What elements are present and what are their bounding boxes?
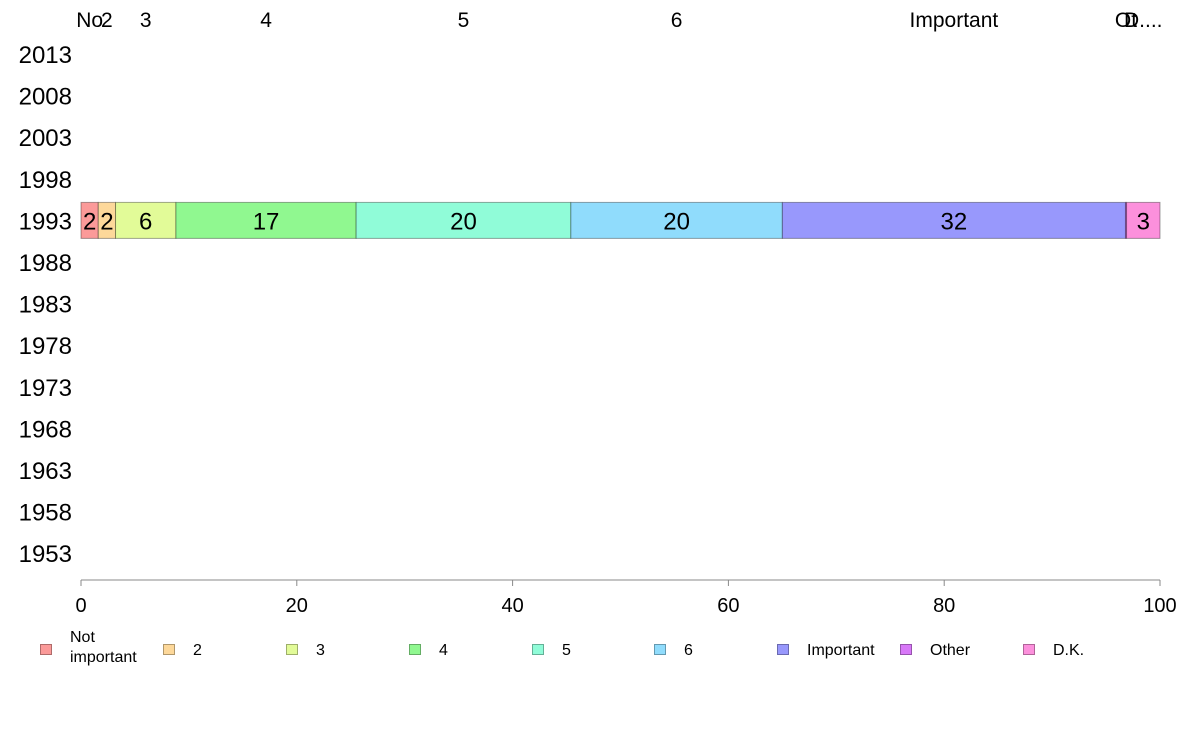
legend-swatch bbox=[900, 644, 912, 655]
legend-swatch bbox=[409, 644, 421, 655]
year-label: 1983 bbox=[19, 292, 72, 319]
year-label: 1968 bbox=[19, 416, 72, 443]
year-axis-labels: 2013 2008 2003 1998 1993 1988 1983 1978 1973 1968… bbox=[19, 42, 72, 568]
category-header-label: 5 bbox=[458, 9, 470, 32]
bar-value-label: 20 bbox=[663, 208, 690, 235]
bars: 2 2 6 17 20 20 32 3 bbox=[80, 201, 1161, 239]
legend-label: 2 bbox=[193, 642, 202, 659]
category-header-label: Ot bbox=[1115, 9, 1137, 32]
bar-segment bbox=[570, 201, 783, 239]
category-header-label: 3 bbox=[140, 9, 152, 32]
bar-value-label: 2 bbox=[100, 208, 113, 235]
category-header-label: D.... bbox=[1124, 9, 1163, 32]
legend-swatch bbox=[532, 644, 544, 655]
category-header-label: 6 bbox=[671, 9, 683, 32]
stacked-bar-chart: No2 3 4 5 6 Important OtD.... 2013200820031998… bbox=[19, 9, 1177, 617]
x-tick-label: 20 bbox=[286, 595, 308, 617]
year-label: 1993 bbox=[19, 208, 72, 235]
x-tick-label: 40 bbox=[501, 595, 523, 617]
year-label: 1998 bbox=[19, 167, 72, 194]
year-label: 2003 bbox=[19, 125, 72, 152]
legend-swatch bbox=[163, 644, 175, 655]
bar-segment bbox=[175, 201, 357, 239]
bar-segment bbox=[1126, 201, 1161, 239]
category-header-labels: No2 3 4 5 6 Important OtD.... bbox=[76, 9, 1162, 32]
bar-segment bbox=[355, 201, 572, 239]
year-label: 1963 bbox=[19, 458, 72, 485]
category-header-label: 4 bbox=[260, 9, 272, 32]
x-tick-label: 100 bbox=[1143, 595, 1176, 617]
category-header-label: No bbox=[76, 9, 103, 32]
legend-label: Important bbox=[807, 642, 875, 659]
legend-label: 4 bbox=[439, 642, 448, 659]
year-label: 1958 bbox=[19, 500, 72, 527]
legend-label: 6 bbox=[684, 642, 693, 659]
legend-label: 5 bbox=[562, 642, 571, 659]
legend-swatch bbox=[777, 644, 789, 655]
year-label: 1978 bbox=[19, 333, 72, 360]
bar-segment bbox=[781, 201, 1126, 239]
category-header-label: 2 bbox=[101, 9, 113, 32]
legend: Not important 2 3 4 5 6 Important Other D.K. bbox=[0, 628, 1188, 678]
year-label: 1973 bbox=[19, 375, 72, 402]
legend-swatch bbox=[654, 644, 666, 655]
legend-swatch bbox=[286, 644, 298, 655]
x-tick-label: 80 bbox=[933, 595, 955, 617]
year-label: 1988 bbox=[19, 250, 72, 277]
year-label: 2008 bbox=[19, 84, 72, 111]
bar-value-label: 3 bbox=[1137, 208, 1150, 235]
legend-label: 3 bbox=[316, 642, 325, 659]
x-tick-label: 0 bbox=[75, 595, 86, 617]
year-label: 1953 bbox=[19, 541, 72, 568]
legend-swatch bbox=[40, 644, 52, 655]
bar-value-label: 17 bbox=[253, 208, 280, 235]
x-axis: 0 20 40 60 80 100 bbox=[75, 579, 1177, 617]
bar-value-label: 6 bbox=[139, 208, 152, 235]
legend-swatch bbox=[1023, 644, 1035, 655]
legend-label: Not important bbox=[70, 629, 137, 666]
legend-label: Other bbox=[930, 642, 971, 659]
x-tick-label: 60 bbox=[717, 595, 739, 617]
year-label: 2013 bbox=[19, 42, 72, 69]
bar-value-label: 20 bbox=[450, 208, 477, 235]
bar-value-label: 32 bbox=[941, 208, 968, 235]
bar-value-label: 2 bbox=[83, 208, 96, 235]
legend-label: D.K. bbox=[1053, 642, 1085, 659]
category-header-label: Important bbox=[910, 9, 999, 32]
